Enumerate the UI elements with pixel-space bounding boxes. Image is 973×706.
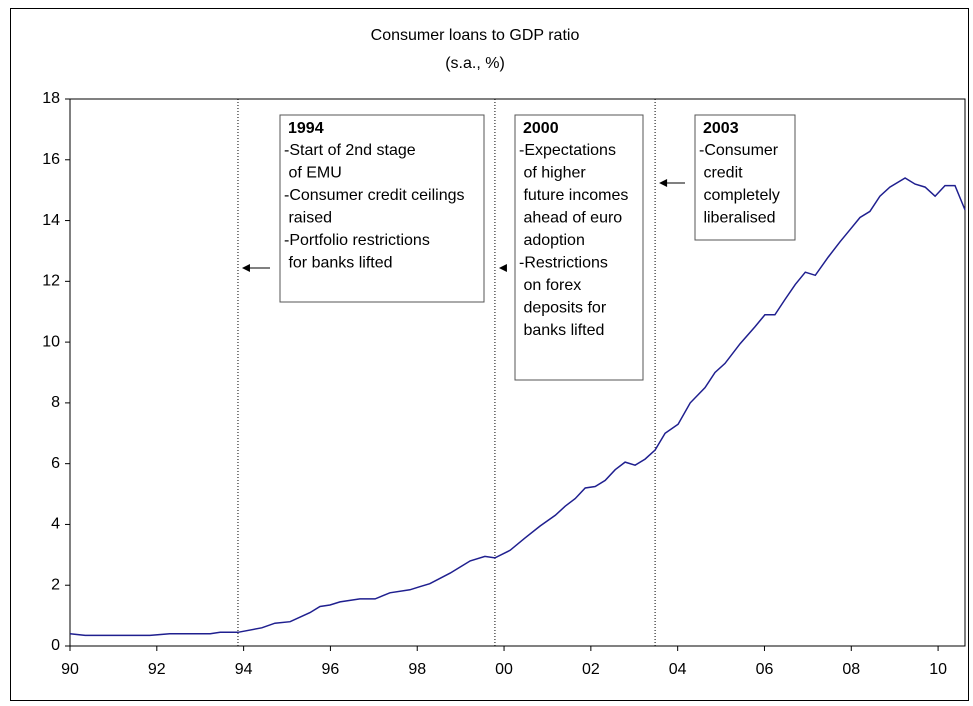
x-tick-label: 96 [322,661,340,678]
annotation-line: -Restrictions [519,255,608,272]
annotation-box [514,114,644,381]
x-tick-label: 02 [582,661,600,678]
annotation-title: 1994 [288,120,324,137]
y-tick-label: 14 [42,212,60,229]
annotation-line: on forex [519,277,581,294]
series-line [69,177,966,637]
x-tick-label: 08 [842,661,860,678]
annotation-line: adoption [519,232,585,249]
annotation-line: liberalised [699,210,775,227]
frame [10,8,969,701]
annotation-line: for banks lifted [284,255,393,272]
y-tick-label: 4 [51,516,60,533]
annotation-line: -Start of 2nd stage [284,142,416,159]
annotation-line: credit [699,165,743,182]
y-tick-label: 2 [51,576,60,593]
x-tick-label: 04 [669,661,687,678]
annotation-line: future incomes [519,187,628,204]
annotation-line: banks lifted [519,322,604,339]
annotation-title: 2003 [703,120,739,137]
annotation-line: deposits for [519,300,607,317]
y-tick-label: 8 [51,394,60,411]
annotation-title: 2000 [523,120,559,137]
annotation-line: -Consumer [699,142,779,159]
annotation-line: -Consumer credit ceilings [284,187,465,204]
x-tick-label: 00 [495,661,513,678]
x-tick-label: 06 [756,661,774,678]
y-tick-label: 0 [51,637,60,654]
annotation-line: completely [699,187,780,204]
x-tick-label: 92 [148,661,166,678]
plot-area [69,98,966,647]
arrow-head [241,264,250,272]
annotation-line: -Portfolio restrictions [284,232,430,249]
annotation-line: ahead of euro [519,210,622,227]
chart-subtitle: (s.a., %) [445,55,505,72]
chart-title: Consumer loans to GDP ratio [371,27,580,44]
y-tick-label: 10 [42,333,60,350]
y-tick-label: 6 [51,455,60,472]
annotation-line: of higher [519,165,586,182]
y-tick-label: 18 [42,90,60,107]
x-tick-label: 98 [408,661,426,678]
arrow-head [659,179,668,187]
annotation-line: raised [284,210,332,227]
annotation-line: -Expectations [519,142,616,159]
x-tick-label: 10 [929,661,947,678]
arrow-head [498,264,507,272]
x-tick-label: 90 [61,661,79,678]
y-tick-label: 12 [42,273,60,290]
y-tick-label: 16 [42,151,60,168]
annotation-box [694,114,796,241]
x-tick-label: 94 [235,661,253,678]
annotation-box [279,114,485,303]
annotation-line: of EMU [284,165,342,182]
